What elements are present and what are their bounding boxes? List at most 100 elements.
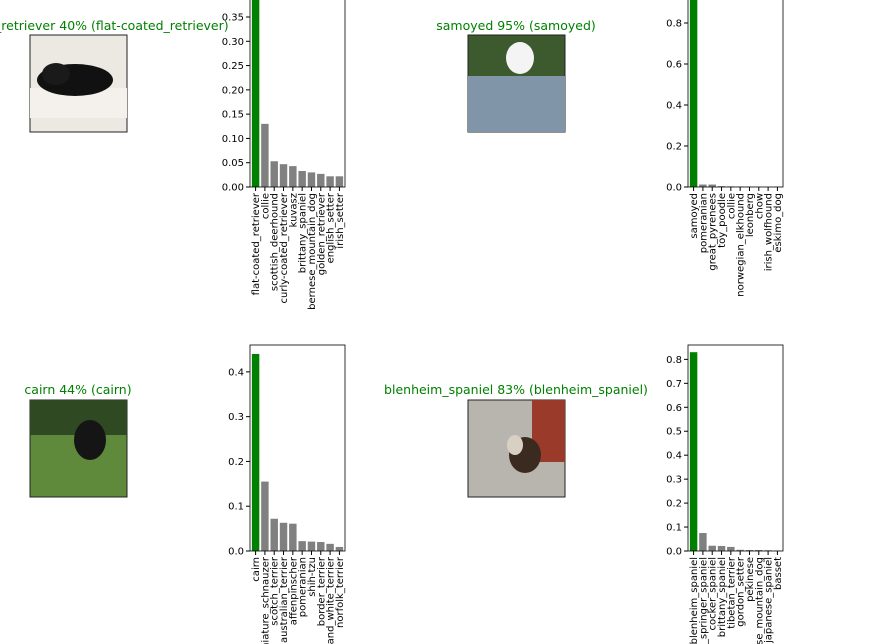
y-tick-label: 0.30 bbox=[222, 37, 244, 48]
x-tick-label: irish_setter bbox=[335, 192, 346, 249]
bar bbox=[251, 353, 260, 551]
y-tick-label: 0.8 bbox=[666, 19, 682, 30]
bar bbox=[335, 176, 344, 187]
bar bbox=[317, 173, 325, 187]
x-tick-label: eskimo_dog bbox=[773, 193, 784, 253]
x-tick-label: cocker_spaniel bbox=[708, 557, 719, 631]
y-tick-label: 0.5 bbox=[666, 427, 682, 438]
bar bbox=[298, 170, 306, 187]
y-tick-label: 0.0 bbox=[228, 547, 244, 558]
x-tick-label: norfolk_terrier bbox=[335, 556, 346, 628]
x-tick-label: bernese_mountain_dog bbox=[754, 557, 765, 644]
y-tick-label: 0.8 bbox=[666, 355, 682, 366]
y-tick-label: 0.05 bbox=[222, 158, 244, 169]
x-tick-label: flat-coated_retriever bbox=[251, 192, 262, 295]
x-tick-label: pekinese bbox=[745, 557, 756, 602]
image-title: blenheim_spaniel 83% (blenheim_spaniel) bbox=[384, 382, 648, 397]
y-tick-label: 0.2 bbox=[666, 142, 682, 153]
bar bbox=[261, 123, 269, 187]
bar bbox=[251, 0, 260, 188]
x-tick-label: australian_terrier bbox=[279, 556, 290, 643]
axes-frame bbox=[687, 344, 784, 552]
x-tick-label: border_terrier bbox=[316, 556, 327, 626]
y-tick-label: 0.35 bbox=[222, 13, 244, 24]
x-tick-label: english_setter bbox=[326, 192, 337, 263]
axes-frame bbox=[249, 344, 346, 552]
y-tick-label: 0.25 bbox=[222, 61, 244, 72]
bar bbox=[289, 523, 297, 551]
bar bbox=[745, 550, 754, 551]
x-tick-label: scotch_terrier bbox=[270, 556, 281, 626]
y-tick-label: 0.3 bbox=[228, 412, 244, 423]
y-tick-label: 0.3 bbox=[666, 475, 682, 486]
y-tick-label: 0.1 bbox=[666, 523, 682, 534]
y-tick-label: 0.7 bbox=[666, 379, 682, 390]
x-tick-label: kuvasz bbox=[288, 193, 299, 227]
y-tick-label: 0.00 bbox=[222, 183, 244, 194]
bar bbox=[335, 546, 344, 551]
image-title: samoyed 95% (samoyed) bbox=[436, 18, 596, 33]
photo bbox=[29, 399, 128, 498]
photo bbox=[467, 34, 566, 133]
bar bbox=[270, 518, 278, 551]
image-title: cairn 44% (cairn) bbox=[24, 382, 131, 397]
y-tick-label: 0.1 bbox=[228, 502, 244, 513]
bar bbox=[279, 164, 288, 187]
x-tick-label: cairn bbox=[251, 557, 262, 582]
bar bbox=[689, 0, 698, 187]
bar bbox=[270, 161, 278, 187]
y-tick-label: 0.6 bbox=[666, 60, 682, 71]
bar bbox=[307, 172, 316, 187]
bar bbox=[717, 545, 726, 551]
photo bbox=[467, 399, 566, 498]
bar bbox=[689, 352, 698, 551]
bar bbox=[755, 550, 763, 551]
x-tick-label: brittany_spaniel bbox=[717, 557, 728, 637]
x-tick-label: pomeranian bbox=[298, 557, 309, 617]
y-tick-label: 0.4 bbox=[666, 451, 682, 462]
x-tick-label: tibetan_terrier bbox=[726, 556, 737, 629]
x-tick-label: collie bbox=[260, 193, 271, 219]
bar bbox=[708, 184, 716, 187]
bar bbox=[307, 541, 316, 551]
y-tick-label: 0.2 bbox=[228, 457, 244, 468]
x-tick-label: samoyed bbox=[689, 193, 700, 239]
x-tick-label: irish_wolfhound bbox=[764, 193, 775, 271]
x-tick-label: basset bbox=[773, 557, 784, 590]
bar bbox=[279, 522, 288, 551]
x-tick-label: shih-tzu bbox=[307, 557, 318, 597]
x-tick-label: japanese_spaniel bbox=[764, 557, 775, 644]
x-tick-label: blenheim_spaniel bbox=[689, 557, 700, 644]
bar bbox=[326, 176, 334, 187]
bar bbox=[289, 166, 297, 187]
bar bbox=[298, 541, 306, 551]
bar bbox=[699, 533, 707, 551]
axes-frame bbox=[249, 0, 346, 188]
bar bbox=[699, 184, 707, 187]
y-tick-label: 0.0 bbox=[666, 547, 682, 558]
x-tick-label: welsh_springer_spaniel bbox=[698, 557, 709, 644]
axes-frame bbox=[687, 0, 784, 188]
x-tick-label: golden_retriever bbox=[316, 192, 327, 275]
x-tick-label: west_highland_white_terrier bbox=[326, 556, 337, 644]
bar bbox=[727, 546, 735, 551]
y-tick-label: 0.2 bbox=[666, 499, 682, 510]
x-tick-label: miniature_schnauzer bbox=[260, 556, 271, 644]
bar bbox=[261, 481, 269, 551]
bar bbox=[317, 542, 325, 551]
x-tick-label: brittany_spaniel bbox=[298, 193, 309, 273]
bar bbox=[326, 543, 334, 551]
x-tick-label: gordon_setter bbox=[736, 556, 747, 627]
x-tick-label: scottish_deerhound bbox=[270, 193, 281, 291]
y-tick-label: 0.15 bbox=[222, 110, 244, 121]
photo bbox=[29, 34, 128, 133]
x-tick-label: collie bbox=[726, 193, 737, 219]
bar bbox=[708, 545, 716, 551]
bar bbox=[717, 186, 726, 187]
x-tick-label: leonberg bbox=[745, 193, 756, 237]
y-tick-label: 0.4 bbox=[228, 367, 244, 378]
x-tick-label: affenpinscher bbox=[288, 556, 299, 625]
x-tick-label: pomeranian bbox=[698, 193, 709, 253]
x-tick-label: norwegian_elkhound bbox=[736, 193, 747, 297]
